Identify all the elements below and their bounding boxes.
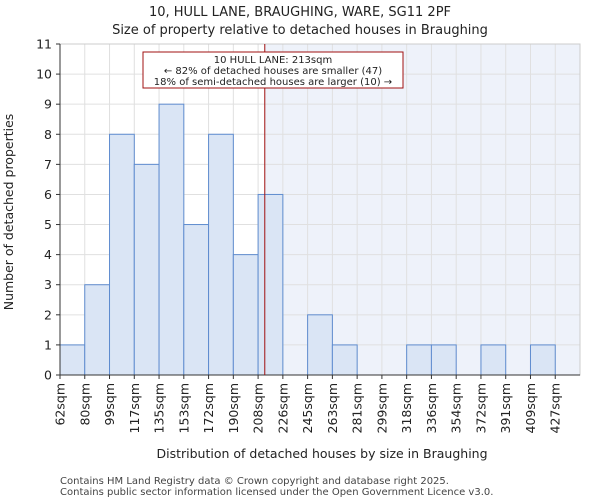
y-tick-label: 6: [44, 187, 52, 202]
chart-subtitle: Size of property relative to detached ho…: [112, 23, 488, 38]
y-tick-label: 9: [44, 97, 52, 112]
chart-title: 10, HULL LANE, BRAUGHING, WARE, SG11 2PF: [149, 5, 451, 20]
x-tick-label: 372sqm: [473, 383, 488, 433]
x-tick-label: 427sqm: [548, 383, 563, 433]
footer-line-1: Contains HM Land Registry data © Crown c…: [60, 476, 449, 487]
x-tick-label: 190sqm: [226, 383, 241, 433]
x-tick-label: 226sqm: [275, 383, 290, 433]
y-tick-label: 7: [44, 157, 52, 172]
bar-245sqm: [307, 314, 333, 376]
y-tick-label: 1: [44, 337, 52, 352]
x-tick-label: 135sqm: [152, 383, 167, 433]
y-tick-label: 5: [44, 217, 52, 232]
x-tick-label: 318sqm: [399, 383, 414, 433]
bar-99sqm: [109, 133, 135, 376]
x-tick-label: 62sqm: [53, 383, 68, 426]
x-tick-label: 354sqm: [449, 383, 464, 433]
y-tick-label: 11: [36, 37, 52, 52]
bar-336sqm: [430, 344, 457, 376]
bar-172sqm: [208, 133, 234, 376]
x-tick-label: 281sqm: [350, 383, 365, 433]
annotation-line-1: 10 HULL LANE: 213sqm: [214, 55, 332, 66]
annotation-line-2: ← 82% of detached houses are smaller (47…: [164, 66, 382, 77]
x-tick-label: 80sqm: [77, 383, 92, 426]
x-tick-label: 245sqm: [300, 383, 315, 433]
bar-409sqm: [529, 344, 556, 376]
x-axis-label: Distribution of detached houses by size …: [156, 446, 487, 461]
plot-area: 0 1 2 3 4 5 6 7 8 9 10 11 62sqm 80sqm 99sqm 117sqm 135sq…: [36, 37, 581, 433]
annotation-box: [142, 51, 404, 89]
bar-263sqm: [331, 344, 358, 376]
bar-190sqm: [232, 254, 259, 376]
y-tick-label: 0: [44, 368, 52, 383]
y-axis-label: Number of detached properties: [1, 114, 16, 311]
x-tick-label: 336sqm: [424, 383, 439, 433]
x-tick-label: 172sqm: [201, 383, 216, 433]
y-tick-label: 4: [44, 247, 52, 262]
annotation-line-3: 18% of semi-detached houses are larger (…: [154, 77, 392, 88]
bar-208sqm: [257, 193, 284, 376]
x-tick-label: 99sqm: [102, 383, 117, 426]
bar-117sqm: [133, 163, 160, 376]
x-tick-label: 208sqm: [251, 383, 266, 433]
bar-318sqm: [406, 344, 432, 376]
x-tick-label: 263sqm: [325, 383, 340, 433]
x-tick-label: 299sqm: [374, 383, 389, 433]
y-tick-label: 3: [44, 277, 52, 292]
bar-62sqm: [59, 344, 86, 376]
x-tick-label: 117sqm: [127, 383, 142, 433]
bar-80sqm: [84, 284, 111, 376]
x-tick-label: 153sqm: [176, 383, 191, 433]
bar-372sqm: [480, 344, 507, 376]
x-tick-label: 391sqm: [498, 383, 513, 433]
x-tick-label: 409sqm: [523, 383, 538, 433]
bar-135sqm: [158, 103, 185, 376]
y-tick-label: 2: [44, 307, 52, 322]
bar-153sqm: [183, 224, 210, 376]
footer-line-2: Contains public sector information licen…: [60, 487, 493, 498]
y-tick-label: 10: [36, 67, 52, 82]
y-tick-label: 8: [44, 127, 52, 142]
